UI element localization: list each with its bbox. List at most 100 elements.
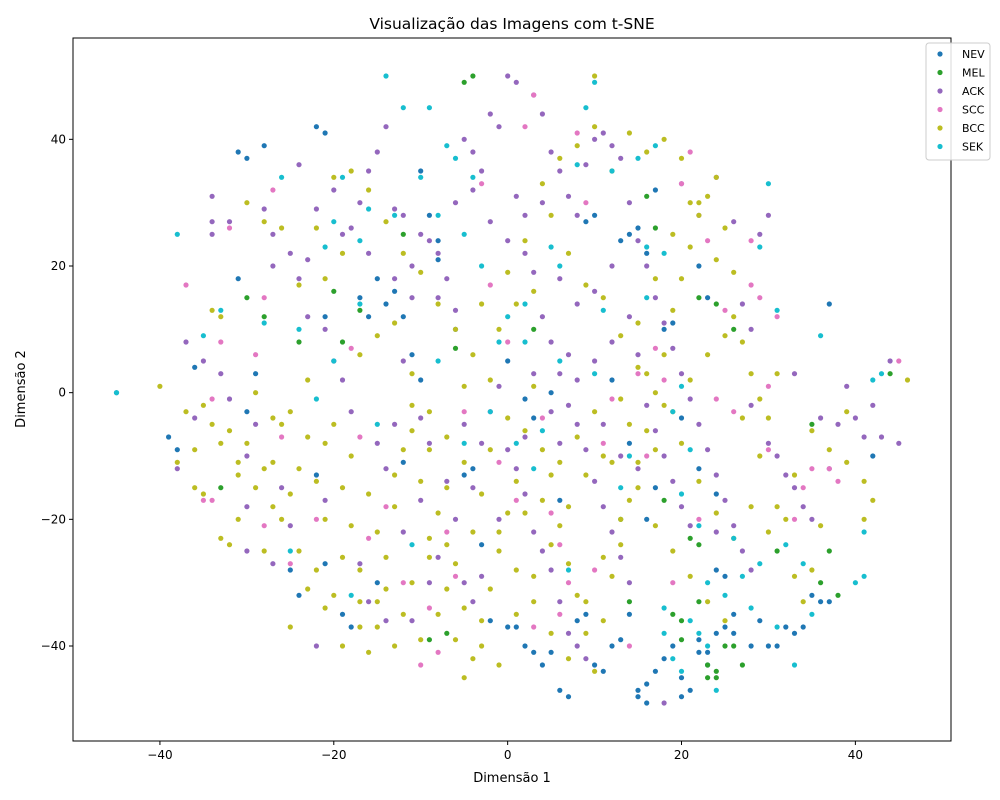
point-sek-71 xyxy=(861,529,867,535)
point-bcc-176 xyxy=(322,276,328,282)
point-bcc-190 xyxy=(565,250,572,256)
point-nev-27 xyxy=(374,580,380,586)
point-ack-50 xyxy=(565,402,572,408)
point-bcc-232 xyxy=(844,409,850,415)
point-ack-34 xyxy=(435,250,441,256)
point-ack-145 xyxy=(626,314,633,320)
point-sek-15 xyxy=(374,421,380,427)
point-sek-82 xyxy=(357,301,363,307)
point-bcc-63 xyxy=(696,212,702,218)
point-nev-1 xyxy=(166,434,172,440)
point-scc-11 xyxy=(287,561,293,567)
point-scc-34 xyxy=(600,440,606,446)
point-ack-187 xyxy=(739,301,746,307)
point-ack-155 xyxy=(322,326,328,332)
point-scc-14 xyxy=(357,434,363,440)
point-bcc-178 xyxy=(357,352,363,358)
point-bcc-8 xyxy=(226,542,233,548)
point-bcc-56 xyxy=(635,459,641,465)
point-nev-87 xyxy=(661,326,667,332)
point-ack-31 xyxy=(409,263,415,269)
point-ack-75 xyxy=(678,371,685,377)
point-nev-107 xyxy=(435,257,441,263)
point-bcc-225 xyxy=(652,276,659,282)
series-scc xyxy=(183,92,902,668)
point-bcc-208 xyxy=(357,599,363,605)
point-bcc-148 xyxy=(296,548,302,554)
point-ack-158 xyxy=(409,295,415,301)
point-bcc-4 xyxy=(200,491,206,497)
point-mel-38 xyxy=(887,371,893,377)
point-bcc-167 xyxy=(626,421,633,427)
point-bcc-60 xyxy=(670,307,676,313)
point-bcc-163 xyxy=(557,459,563,465)
point-nev-94 xyxy=(696,466,702,472)
point-bcc-7 xyxy=(218,314,224,320)
point-bcc-144 xyxy=(200,402,206,408)
point-bcc-70 xyxy=(757,396,763,402)
point-sek-76 xyxy=(696,630,702,636)
point-bcc-65 xyxy=(713,174,719,180)
point-ack-108 xyxy=(444,478,450,484)
point-mel-33 xyxy=(731,326,737,332)
point-ack-150 xyxy=(670,478,676,484)
point-ack-105 xyxy=(392,421,398,427)
point-nev-103 xyxy=(470,466,476,472)
point-bcc-66 xyxy=(722,225,728,231)
point-nev-37 xyxy=(522,643,528,649)
point-nev-97 xyxy=(696,263,702,269)
point-ack-74 xyxy=(670,345,676,351)
legend: NEV MEL ACK SCC BCC SEK xyxy=(925,42,991,161)
point-ack-103 xyxy=(374,440,380,446)
point-scc-66 xyxy=(557,611,563,617)
point-bcc-62 xyxy=(687,244,693,250)
point-sek-28 xyxy=(487,409,493,415)
point-nev-76 xyxy=(800,624,806,630)
point-ack-6 xyxy=(209,193,215,199)
point-sek-13 xyxy=(357,238,363,244)
point-ack-44 xyxy=(513,193,519,199)
legend-marker-sek xyxy=(937,143,943,150)
point-scc-43 xyxy=(687,149,693,155)
point-nev-12 xyxy=(313,124,319,130)
point-nev-78 xyxy=(826,599,832,605)
point-mel-30 xyxy=(739,662,746,668)
point-scc-59 xyxy=(835,478,841,484)
point-ack-173 xyxy=(731,219,737,225)
point-bcc-101 xyxy=(574,143,580,149)
point-bcc-222 xyxy=(600,453,606,459)
point-bcc-107 xyxy=(661,136,667,142)
point-ack-8 xyxy=(226,219,233,225)
x-axis-ticks: −40 −20 0 20 40 xyxy=(147,741,863,762)
point-scc-45 xyxy=(705,238,711,244)
point-nev-86 xyxy=(583,219,589,225)
point-nev-74 xyxy=(783,624,789,630)
point-ack-85 xyxy=(765,212,772,218)
x-tick-label: 0 xyxy=(504,748,512,762)
point-nev-65 xyxy=(722,624,728,630)
point-ack-55 xyxy=(609,529,615,535)
point-nev-17 xyxy=(357,295,363,301)
point-scc-17 xyxy=(435,649,441,655)
legend-marker-scc xyxy=(937,106,943,113)
point-ack-124 xyxy=(661,700,667,706)
point-scc-51 xyxy=(757,295,763,301)
point-mel-36 xyxy=(826,548,832,554)
point-ack-70 xyxy=(635,238,641,244)
point-bcc-194 xyxy=(635,364,641,370)
point-ack-2 xyxy=(192,415,198,421)
point-sek-79 xyxy=(678,668,685,674)
point-sek-75 xyxy=(687,447,693,453)
point-scc-35 xyxy=(609,396,615,402)
point-bcc-37 xyxy=(470,656,476,662)
point-ack-28 xyxy=(392,206,398,212)
point-bcc-136 xyxy=(635,485,641,491)
point-ack-92 xyxy=(809,516,815,522)
point-sek-10 xyxy=(331,219,337,225)
y-tick-label: 20 xyxy=(51,259,66,273)
point-bcc-108 xyxy=(678,155,685,161)
point-bcc-88 xyxy=(348,168,354,174)
point-bcc-84 xyxy=(261,219,267,225)
y-tick-label: −20 xyxy=(41,512,66,526)
point-nev-32 xyxy=(461,472,467,478)
